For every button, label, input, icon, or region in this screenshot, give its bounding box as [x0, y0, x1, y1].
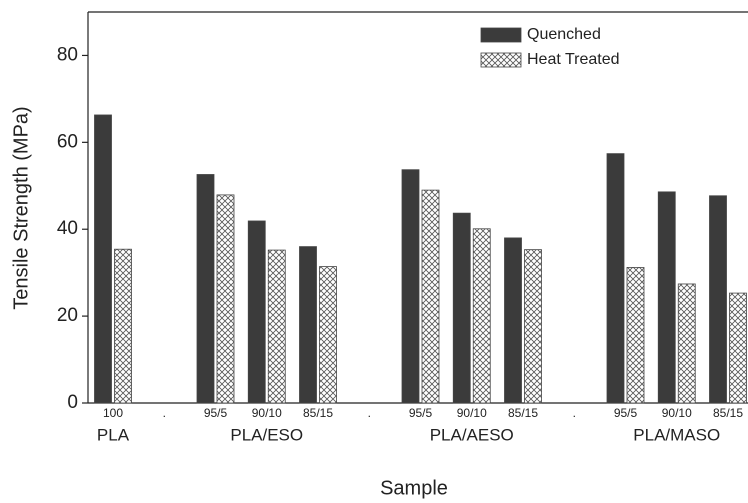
x-axis-label: Sample	[380, 477, 448, 499]
bar	[196, 174, 215, 404]
x-tick-label: 85/15	[713, 406, 743, 420]
bar	[216, 194, 235, 404]
legend-swatch	[480, 52, 522, 68]
x-tick-label: .	[573, 406, 576, 420]
group-label: PLA/AESO	[430, 425, 514, 444]
bar	[606, 153, 625, 404]
y-tick-label: 60	[57, 131, 78, 152]
y-tick-label: 80	[57, 44, 78, 65]
group-label: PLA	[97, 425, 130, 444]
bar	[319, 266, 337, 404]
y-tick-label: 40	[57, 218, 78, 239]
bar	[524, 249, 542, 404]
bar	[729, 292, 747, 404]
x-tick-label: 85/15	[303, 406, 333, 420]
bar	[677, 283, 696, 404]
bar	[94, 114, 112, 404]
bar	[114, 248, 132, 404]
bar	[299, 246, 317, 404]
x-tick-label: 90/10	[252, 406, 282, 420]
x-tick-label: 95/5	[614, 406, 638, 420]
group-label: PLA/MASO	[633, 425, 720, 444]
bar	[247, 220, 266, 404]
x-tick-label: 90/10	[457, 406, 487, 420]
bar	[657, 191, 676, 404]
group-label: PLA/ESO	[230, 425, 303, 444]
x-tick-label: 100	[103, 406, 123, 420]
y-tick-label: 0	[67, 392, 78, 413]
bar	[452, 212, 471, 404]
x-tick-label: 90/10	[662, 406, 692, 420]
bar	[267, 249, 286, 404]
bar	[709, 195, 727, 404]
x-tick-label: .	[368, 406, 371, 420]
x-tick-label: 95/5	[204, 406, 228, 420]
bar	[472, 228, 491, 404]
legend-label: Quenched	[527, 26, 601, 43]
legend-label: Heat Treated	[527, 51, 620, 68]
bar	[401, 169, 420, 404]
legend-swatch	[480, 27, 522, 43]
x-tick-label: .	[163, 406, 166, 420]
y-axis-label: Tensile Strength (MPa)	[10, 106, 32, 309]
x-tick-label: 85/15	[508, 406, 538, 420]
bar	[626, 267, 645, 404]
y-tick-label: 20	[57, 305, 78, 326]
x-tick-label: 95/5	[409, 406, 433, 420]
bar	[421, 189, 440, 404]
bar	[504, 237, 522, 404]
